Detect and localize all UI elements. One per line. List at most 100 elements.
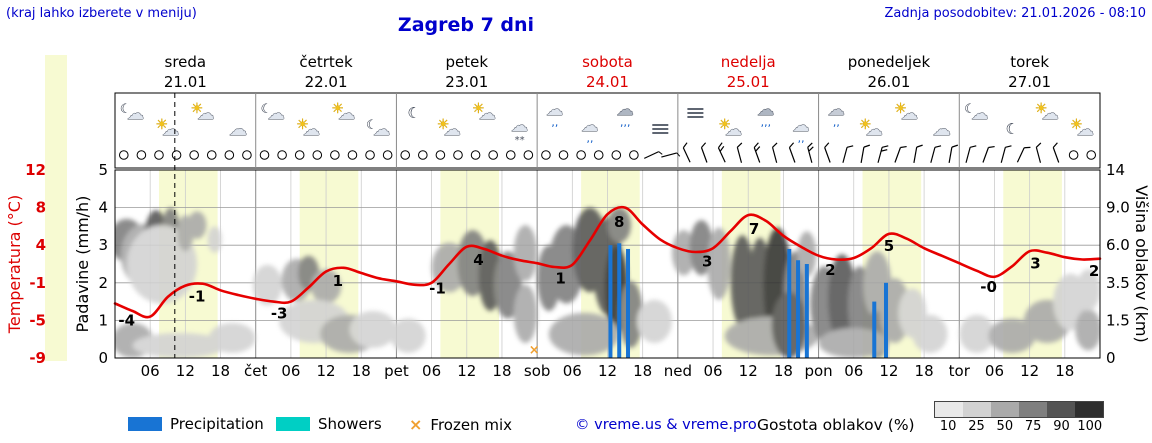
barb-flag bbox=[719, 145, 725, 152]
cloud-blob bbox=[390, 318, 426, 353]
x-tick-label: 18 bbox=[352, 362, 371, 380]
barb-flag bbox=[1005, 145, 1012, 148]
cloud-blob bbox=[513, 225, 538, 282]
weather-icon: ☀☁ bbox=[1035, 101, 1059, 125]
temp-axis-tick: -5 bbox=[29, 311, 46, 329]
barb-flag bbox=[807, 142, 813, 148]
icon-glyph: ☾ bbox=[120, 102, 132, 117]
wind-calm-icon bbox=[136, 150, 147, 160]
barb-flag bbox=[701, 142, 707, 148]
wind-barb-icon bbox=[824, 142, 831, 163]
x-tick-label: 12 bbox=[879, 362, 898, 380]
legend-showers: Showers bbox=[276, 415, 382, 433]
wind-barb-icon bbox=[842, 145, 854, 163]
left-margin-band bbox=[45, 55, 67, 361]
barb-shaft bbox=[788, 147, 796, 163]
day-name: nedelja bbox=[720, 53, 776, 71]
icon-glyph: ** bbox=[515, 135, 525, 146]
wind-barb-icon bbox=[807, 142, 814, 163]
day-header-četrtek: četrtek 22.01 bbox=[256, 52, 396, 92]
precip-bar bbox=[883, 282, 888, 358]
cloud-axis-tick: 6.0 bbox=[1106, 236, 1130, 254]
icon-glyph: ☁ bbox=[511, 116, 528, 136]
weather-icon: ☾ bbox=[1005, 120, 1018, 138]
barb-tip bbox=[658, 151, 663, 155]
wind-barb-icon bbox=[982, 145, 995, 163]
weather-icon: ☾ bbox=[407, 104, 420, 122]
day-header-sobota: sobota 24.01 bbox=[538, 52, 678, 92]
wind-calm-icon bbox=[118, 150, 129, 160]
day-header-petek: petek 23.01 bbox=[397, 52, 537, 92]
wind-calm-icon bbox=[453, 150, 463, 160]
frozen-mix-mark: × bbox=[529, 343, 540, 358]
wind-calm-icon bbox=[435, 150, 446, 160]
weather-icon: ☁‚‚ bbox=[546, 100, 564, 129]
day-name: ponedeljek bbox=[847, 53, 931, 71]
precip-bar bbox=[608, 245, 613, 358]
weather-icon: ☀☁ bbox=[859, 117, 883, 141]
legend-precipitation-label: Precipitation bbox=[170, 415, 264, 433]
barb-flag bbox=[789, 142, 795, 148]
barb-flag bbox=[934, 145, 942, 148]
barb-flag bbox=[824, 142, 830, 148]
icon-glyph: ☁ bbox=[162, 120, 179, 140]
x-tick-label: 06 bbox=[985, 362, 1004, 380]
x-tick-label: 06 bbox=[844, 362, 863, 380]
grayscale-step bbox=[1047, 402, 1075, 417]
weather-icon: ☾☁ bbox=[120, 102, 145, 124]
x-tick-label: 06 bbox=[703, 362, 722, 380]
barb-shaft bbox=[948, 147, 953, 163]
wind-calm-icon bbox=[171, 150, 182, 160]
icon-glyph: ☁ bbox=[268, 104, 285, 124]
precip-axis-tick: 2 bbox=[98, 274, 108, 292]
barb-flag bbox=[755, 146, 761, 152]
cloud-blob bbox=[1076, 269, 1100, 311]
wind-calm-icon bbox=[1068, 150, 1079, 160]
x-tick-label: 12 bbox=[1020, 362, 1039, 380]
x-tick-label: čet bbox=[244, 362, 267, 380]
wind-calm-icon bbox=[277, 150, 287, 160]
barb-shaft bbox=[661, 152, 677, 158]
barb-flag bbox=[863, 144, 871, 148]
wind-calm-icon bbox=[154, 150, 164, 160]
temp-point-label: 1 bbox=[555, 269, 565, 287]
location-menu-hint[interactable]: (kraj lahko izberete v meniju) bbox=[6, 6, 197, 21]
cloud-blob bbox=[671, 230, 696, 276]
icon-glyph: ☀ bbox=[156, 117, 169, 133]
day-header-sreda: sreda 21.01 bbox=[115, 52, 255, 92]
weather-icon bbox=[652, 124, 669, 134]
icon-glyph: ☀ bbox=[191, 101, 204, 117]
temp-axis-tick: 8 bbox=[36, 199, 46, 217]
x-tick-label: 12 bbox=[317, 362, 336, 380]
legend-frozen-mix: × Frozen mix bbox=[409, 415, 512, 434]
day-name: četrtek bbox=[299, 53, 353, 71]
weather-icon bbox=[687, 108, 704, 118]
icon-glyph: ☁ bbox=[933, 119, 951, 140]
wind-barb-icon bbox=[717, 142, 726, 163]
cloud-blob bbox=[252, 264, 283, 306]
x-tick-label: 18 bbox=[774, 362, 793, 380]
barb-flag bbox=[951, 144, 959, 148]
cloud-blob bbox=[730, 235, 755, 328]
cloud-blob bbox=[1075, 309, 1100, 351]
precip-bar bbox=[626, 248, 631, 358]
precip-bar bbox=[617, 243, 622, 358]
cloud-density-cells bbox=[934, 401, 1104, 418]
icon-glyph: ‚‚‚ bbox=[620, 116, 631, 129]
barb-flag bbox=[882, 145, 889, 148]
temp-point-label: 7 bbox=[749, 220, 759, 238]
x-tick-label: 06 bbox=[563, 362, 582, 380]
copyright-link[interactable]: © vreme.us & vreme.pro bbox=[575, 417, 757, 433]
barb-flag bbox=[988, 145, 995, 149]
wind-barb-icon bbox=[700, 142, 708, 163]
wind-barb-icon bbox=[736, 142, 743, 163]
x-tick-label: 18 bbox=[915, 362, 934, 380]
barb-flag bbox=[846, 145, 854, 148]
precip-axis-title: Padavine (mm/h) bbox=[73, 196, 92, 333]
icon-band-frame bbox=[114, 92, 1101, 169]
icon-glyph: ☁ bbox=[338, 104, 355, 124]
wind-calm-icon bbox=[224, 150, 235, 160]
icon-glyph: ‚‚ bbox=[833, 116, 840, 129]
icon-glyph: ☁ bbox=[971, 104, 988, 124]
